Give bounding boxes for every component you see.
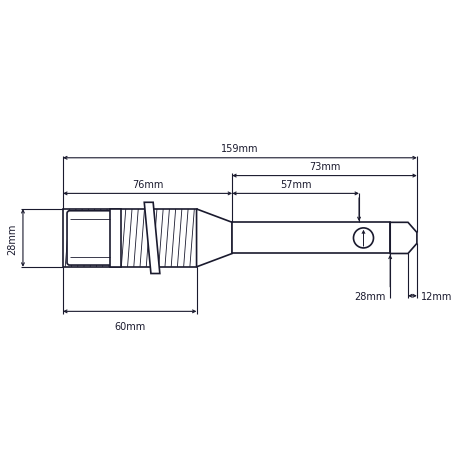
Polygon shape [389, 223, 416, 254]
Text: 159mm: 159mm [221, 144, 258, 154]
Text: 76mm: 76mm [132, 179, 163, 190]
Text: 60mm: 60mm [114, 322, 145, 332]
Text: 28mm: 28mm [353, 291, 385, 301]
Text: 12mm: 12mm [420, 291, 452, 301]
Polygon shape [196, 209, 232, 267]
Text: 28mm: 28mm [7, 223, 17, 254]
Bar [110, 209, 121, 267]
Circle shape [353, 229, 373, 248]
Text: 57mm: 57mm [279, 179, 311, 190]
Bar [232, 223, 389, 254]
Polygon shape [144, 203, 159, 274]
Bar [63, 209, 196, 267]
FancyBboxPatch shape [67, 211, 112, 265]
Text: 73mm: 73mm [308, 162, 340, 172]
